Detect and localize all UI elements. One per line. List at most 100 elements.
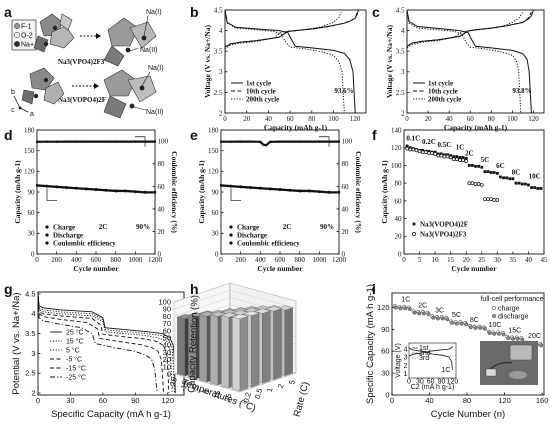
x-tick-label: 25 [478, 256, 486, 264]
data-point [514, 181, 518, 185]
legend-label: 10th cycle [428, 88, 458, 96]
data-point [298, 190, 301, 193]
zoomed-polyhedron [103, 69, 137, 97]
data-point [497, 331, 501, 336]
y-tick-label: 150 [24, 147, 35, 155]
data-point [262, 143, 265, 146]
data-point [268, 140, 272, 144]
data-point [134, 190, 137, 194]
legend-label: O-2 [21, 33, 33, 40]
data-point [337, 140, 341, 143]
y-tick-label: 90 [381, 325, 389, 334]
rate-label: 8C [512, 168, 521, 176]
bar-side [199, 314, 208, 383]
z-tick-label: 50 [163, 334, 171, 343]
legend-marker [45, 233, 49, 237]
panel-c: c 0 20 40 60 80 100 120 2 2.5 3 3.5 4 4.5 1st cycle10t… [372, 4, 545, 132]
inset-rate-label: 1C [442, 367, 451, 374]
x-tick-label: 1000 [312, 256, 327, 264]
data-point [458, 156, 462, 159]
bar-front [284, 307, 293, 377]
data-point [298, 140, 301, 143]
y-tick-label: 3.5 [25, 329, 35, 338]
data-point [35, 140, 39, 144]
x-tick-label: 1200 [332, 256, 347, 264]
data-point [451, 157, 456, 162]
site-label: Na(I) [146, 9, 162, 16]
data-point [45, 140, 49, 143]
data-point [442, 154, 447, 159]
data-point [134, 140, 137, 143]
data-point [124, 190, 127, 193]
panel-i: i0 40 80 120 16003060901201C2C3C5C8C10C15C20… [365, 281, 548, 420]
data-point [539, 343, 544, 348]
x-tick-label: 600 [91, 256, 102, 264]
y-tick-label: 180 [24, 126, 35, 134]
axis-label: c [11, 107, 15, 114]
y-tick-label: 3 [31, 349, 35, 358]
series-line [37, 293, 164, 394]
axis-label: b [11, 89, 15, 96]
data-point [430, 151, 434, 155]
y-tick-label: 2.5 [25, 369, 35, 378]
data-point [505, 176, 509, 180]
panel-g: g 0 30 60 90 120 2 2.5 3 3.5 4 4.5 25 °C15 °C5 °C-5 … [4, 281, 185, 420]
y2-tick-label: 20 [158, 228, 166, 236]
data-point [104, 189, 108, 192]
panel-f: f 0 5 10 15 20 25 30 35 40 45 0 20 40 60 80 100 120 140 0.1… [372, 126, 548, 273]
panel-e: e0 200 400 600 800 1000 1200030609012015018002… [190, 126, 363, 273]
z-tick-label: 90 [163, 305, 171, 314]
data-point [479, 183, 484, 187]
y2-tick-label: 40 [342, 205, 350, 213]
y-tick-label: 0 [385, 390, 389, 399]
data-point [84, 188, 88, 191]
data-point [55, 140, 58, 143]
y-tick-label: 30 [381, 369, 389, 378]
data-point [487, 331, 492, 335]
z-tick-label: 70 [163, 319, 171, 328]
zoomed-polyhedron [103, 95, 127, 119]
y-tick-label: 0 [398, 250, 402, 258]
x-tick-label: 5 [418, 256, 422, 264]
rate-label: 2C [418, 303, 427, 310]
data-point [508, 177, 512, 181]
data-point [426, 312, 431, 317]
data-point [405, 144, 409, 148]
zoomed-polyhedron [107, 17, 139, 47]
y-tick-label: 4.5 [25, 289, 35, 298]
rate-label: 2C [465, 150, 474, 158]
na-atom [33, 93, 39, 99]
y-tick-label: 120 [391, 144, 402, 152]
series-line [37, 293, 170, 394]
data-point [486, 197, 490, 201]
series-line [406, 11, 532, 47]
inset-x-tick: 0 [407, 379, 411, 386]
legend-label: Na3(VPO4)2F3 [420, 231, 467, 239]
bar-side [177, 316, 186, 377]
x-tick-label: 35 [509, 256, 517, 264]
full-cell-title: full-cell performance [480, 296, 543, 303]
rate-label: 5C [452, 312, 461, 319]
inset-charge-curve [408, 346, 453, 357]
data-point [427, 151, 431, 155]
data-point [219, 184, 223, 187]
inset-legend-label: 1st [419, 345, 428, 352]
y-tick-label: 3.5 [214, 48, 223, 56]
y-tick-label: 140 [391, 126, 402, 134]
data-point [492, 171, 496, 174]
data-point [337, 191, 341, 194]
data-point [436, 153, 441, 158]
x-tick-label: 0 [402, 256, 406, 264]
rate-tick-label: 5 [287, 379, 297, 385]
x-tick-label: 400 [71, 256, 82, 264]
data-point [530, 186, 533, 189]
legend-label: 15 °C [66, 338, 84, 346]
y-tick-label: 3.5 [396, 48, 405, 56]
data-point [153, 191, 157, 194]
data-point [506, 336, 511, 341]
plot-frame [224, 9, 367, 114]
na-atom [43, 77, 49, 83]
series-line [37, 293, 158, 394]
y-tick-label: 3 [219, 68, 223, 76]
inset-x-tick: 120 [447, 379, 459, 386]
